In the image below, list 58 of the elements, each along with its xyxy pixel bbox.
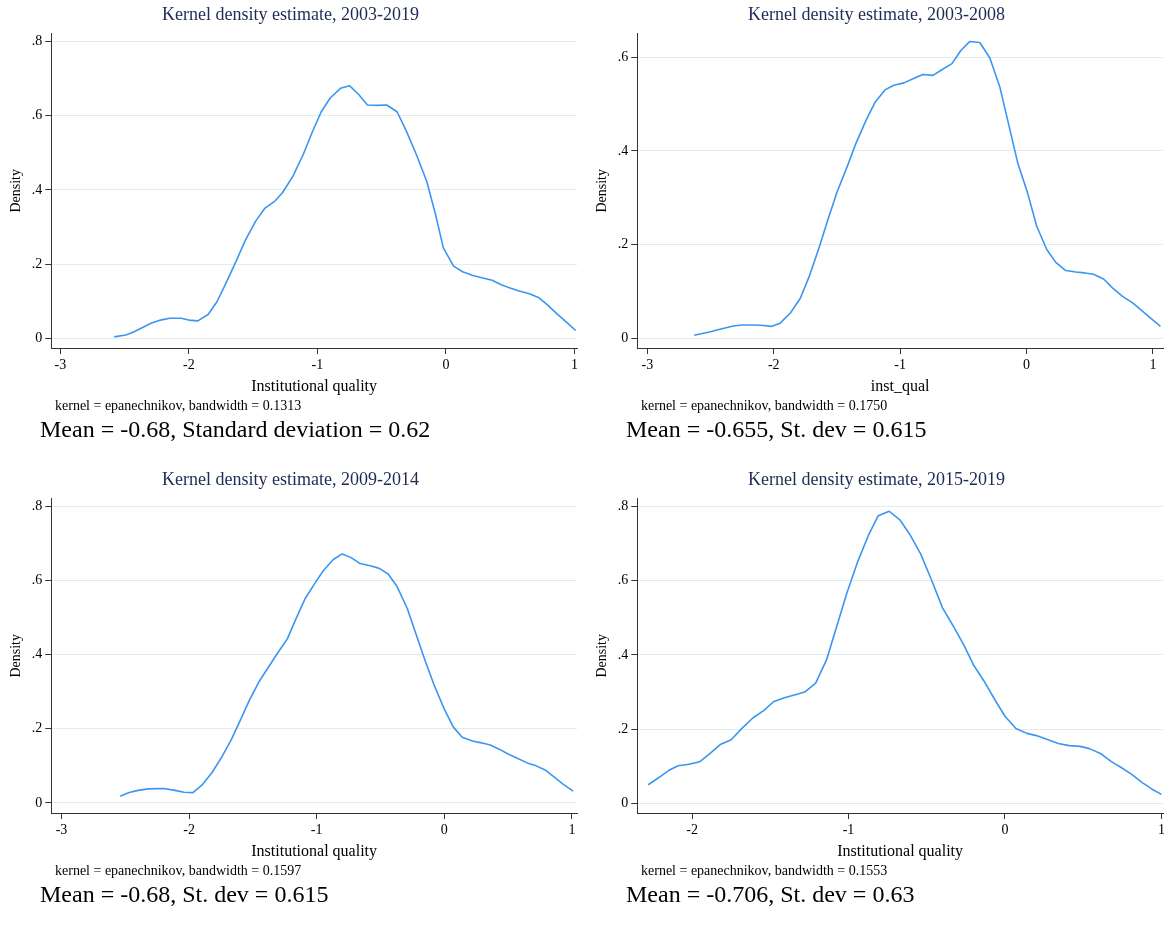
x-tick-label: -3 [641,357,654,373]
y-tick-label: .6 [31,571,43,587]
y-tick-label: .8 [617,497,629,513]
x-tick-label: 1 [568,822,576,838]
x-tick-label: 1 [1149,357,1157,373]
chart-title: Kernel density estimate, 2015-2019 [748,468,1005,489]
y-tick-label: 0 [35,794,43,810]
chart-title: Kernel density estimate, 2003-2019 [162,3,419,24]
x-tick-label: 0 [1001,822,1009,838]
text: kernel = epanechnikov, bandwidth = 0.1597 [55,863,303,879]
x-tick-label: -1 [310,822,323,838]
y-tick-label: 0 [35,330,43,346]
y-axis-title: Density [8,634,24,678]
y-tick-label: .6 [31,107,43,123]
y-tick-label: .8 [31,32,43,48]
chart-title: Kernel density estimate, 2003-2008 [748,3,1005,24]
text: kernel = epanechnikov, bandwidth = 0.1313 [55,398,303,414]
y-axis-title: Density [8,169,24,213]
x-tick-label: -1 [311,357,324,373]
x-tick-label: -2 [767,357,780,373]
y-tick-label: .6 [617,48,629,64]
y-tick-label: 0 [621,330,629,346]
x-axis-title: inst_qual [870,376,931,395]
x-tick-label: 1 [570,357,578,373]
x-tick-label: -2 [183,822,195,838]
text: Mean = -0.706, St. dev = 0.63 [626,881,916,908]
x-tick-label: -1 [842,822,855,838]
y-tick-label: .6 [617,572,629,588]
x-axis-title: Institutional quality [251,376,378,395]
y-axis-title: Density [594,634,610,678]
y-tick-label: .2 [31,255,43,271]
x-tick-label: -2 [182,357,195,373]
y-tick-label: 0 [621,795,629,811]
text: Mean = -0.68, Standard deviation = 0.62 [40,416,432,443]
x-tick-label: 0 [1023,357,1031,373]
y-tick-label: .2 [617,720,629,736]
x-tick-label: -3 [54,357,67,373]
y-tick-label: .4 [617,142,629,158]
chart-title: Kernel density estimate, 2009-2014 [162,468,419,489]
x-tick-label: 0 [442,357,450,373]
y-tick-label: .4 [31,646,43,662]
y-tick-label: .8 [31,497,43,513]
x-axis-title: Institutional quality [251,841,378,860]
x-tick-label: 1 [1157,822,1165,838]
y-axis-title: Density [594,169,610,213]
text: Mean = -0.68, St. dev = 0.615 [40,881,330,908]
x-tick-label: -3 [55,822,68,838]
text: kernel = epanechnikov, bandwidth = 0.1750 [641,398,889,414]
text: Mean = -0.655, St. dev = 0.615 [626,416,928,443]
y-tick-label: .2 [31,720,43,736]
x-tick-label: -2 [686,822,698,838]
x-tick-label: 0 [440,822,448,838]
y-tick-label: .4 [31,181,43,197]
x-axis-title: Institutional quality [837,841,964,860]
x-tick-label: -1 [894,357,906,373]
y-tick-label: .4 [617,646,629,662]
text: kernel = epanechnikov, bandwidth = 0.1553 [641,863,889,879]
y-tick-label: .2 [617,236,629,252]
